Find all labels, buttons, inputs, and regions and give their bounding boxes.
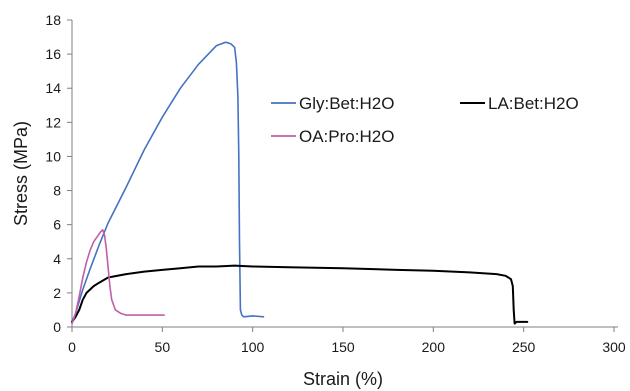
legend: Gly:Bet:H2O LA:Bet:H2O OA:Pro:H2O xyxy=(271,94,579,146)
legend-label-oa-pro-h2o: OA:Pro:H2O xyxy=(299,127,394,146)
x-tick-marks xyxy=(71,327,615,332)
legend-label-gly-bet-h2o: Gly:Bet:H2O xyxy=(299,94,394,113)
y-tick-label: 12 xyxy=(45,114,61,130)
y-tick-labels: 0 2 4 6 8 10 12 14 16 18 xyxy=(45,12,61,335)
x-tick-label: 200 xyxy=(422,339,446,355)
x-tick-label: 250 xyxy=(512,339,536,355)
x-tick-label: 50 xyxy=(155,339,171,355)
y-tick-label: 0 xyxy=(53,319,61,335)
y-tick-label: 16 xyxy=(45,46,61,62)
axes: 0 50 100 150 200 250 300 0 2 4 6 8 10 12 14 16 18 xyxy=(45,12,625,355)
y-tick-label: 2 xyxy=(53,285,61,301)
series xyxy=(71,41,529,325)
x-tick-labels: 0 50 100 150 200 250 300 xyxy=(68,339,626,355)
x-tick-label: 0 xyxy=(68,339,76,355)
y-tick-label: 14 xyxy=(45,80,61,96)
y-tick-label: 6 xyxy=(53,217,61,233)
y-tick-label: 8 xyxy=(53,183,61,199)
series-line-gly-bet-h2o xyxy=(71,41,265,323)
x-axis-title: Strain (%) xyxy=(303,369,383,389)
y-tick-marks xyxy=(67,19,72,328)
series-line-oa-pro-h2o xyxy=(71,229,165,325)
y-tick-label: 10 xyxy=(45,148,61,164)
legend-label-la-bet-h2o: LA:Bet:H2O xyxy=(488,94,579,113)
y-tick-label: 18 xyxy=(45,12,61,28)
y-tick-label: 4 xyxy=(53,251,61,267)
x-tick-label: 150 xyxy=(331,339,355,355)
y-axis-title: Stress (MPa) xyxy=(11,121,31,226)
x-tick-label: 100 xyxy=(241,339,265,355)
x-tick-label: 300 xyxy=(602,339,626,355)
series-line-la-bet-h2o xyxy=(71,264,529,325)
